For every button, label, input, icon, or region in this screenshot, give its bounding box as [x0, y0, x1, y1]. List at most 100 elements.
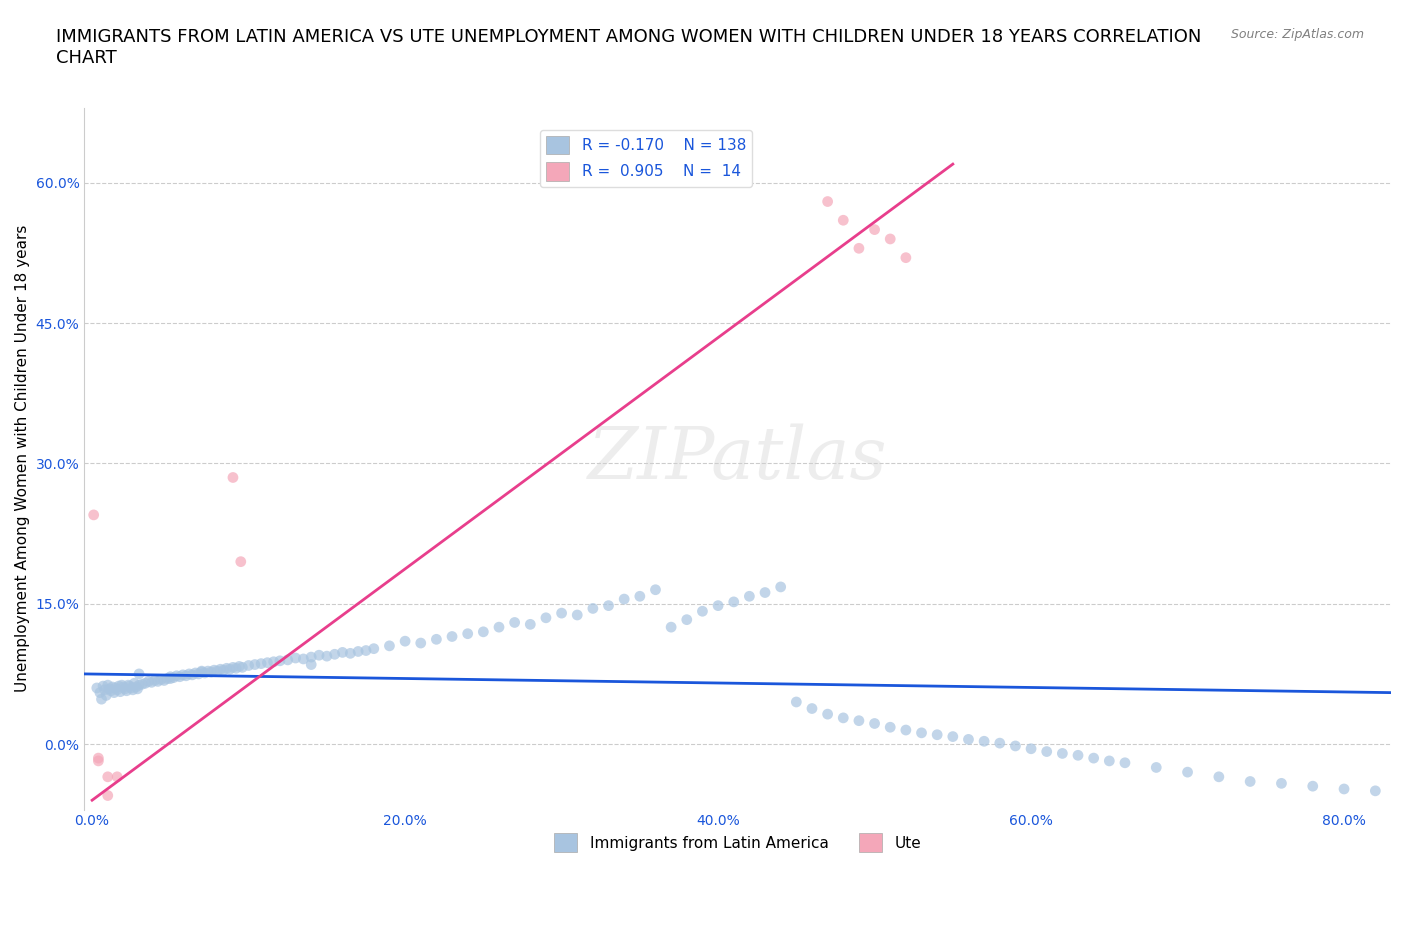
Point — [202, 663, 225, 678]
Legend: Immigrants from Latin America, Ute: Immigrants from Latin America, Ute — [548, 827, 927, 858]
Point — [190, 664, 212, 679]
Point — [97, 769, 120, 784]
Point — [354, 643, 377, 658]
Point — [503, 615, 526, 630]
Point — [1239, 774, 1261, 789]
Point — [218, 662, 240, 677]
Point — [107, 679, 129, 694]
Point — [125, 680, 148, 695]
Point — [472, 624, 495, 639]
Point — [277, 653, 299, 668]
Point — [162, 671, 184, 685]
Point — [131, 677, 153, 692]
Point — [879, 720, 901, 735]
Point — [190, 665, 212, 680]
Point — [457, 626, 479, 641]
Point — [141, 675, 163, 690]
Point — [1004, 738, 1026, 753]
Point — [378, 638, 401, 653]
Point — [1302, 778, 1324, 793]
Point — [181, 668, 204, 683]
Point — [299, 650, 322, 665]
Point — [879, 232, 901, 246]
Point — [973, 734, 995, 749]
Text: ZIPatlas: ZIPatlas — [588, 423, 887, 494]
Point — [957, 732, 980, 747]
Y-axis label: Unemployment Among Women with Children Under 18 years: Unemployment Among Women with Children U… — [15, 225, 30, 693]
Point — [801, 701, 824, 716]
Point — [613, 591, 636, 606]
Point — [87, 751, 110, 765]
Point — [83, 508, 105, 523]
Point — [628, 589, 651, 604]
Point — [534, 610, 557, 625]
Point — [1364, 783, 1386, 798]
Point — [1083, 751, 1105, 765]
Point — [707, 598, 730, 613]
Point — [111, 678, 134, 693]
Point — [942, 729, 965, 744]
Point — [229, 554, 252, 569]
Point — [174, 669, 197, 684]
Point — [110, 684, 132, 699]
Point — [754, 585, 776, 600]
Point — [519, 617, 541, 631]
Point — [299, 658, 322, 672]
Point — [1144, 760, 1167, 775]
Point — [156, 671, 179, 686]
Point — [1035, 744, 1057, 759]
Point — [105, 769, 128, 784]
Point — [101, 680, 124, 695]
Point — [138, 674, 160, 689]
Point — [97, 788, 120, 803]
Point — [243, 658, 266, 672]
Point — [105, 683, 128, 698]
Point — [263, 655, 285, 670]
Point — [644, 582, 666, 597]
Point — [785, 695, 807, 710]
Point — [179, 667, 201, 682]
Point — [269, 654, 291, 669]
Point — [90, 692, 112, 707]
Point — [582, 601, 605, 616]
Point — [97, 678, 120, 693]
Point — [96, 688, 118, 703]
Text: IMMIGRANTS FROM LATIN AMERICA VS UTE UNEMPLOYMENT AMONG WOMEN WITH CHILDREN UNDE: IMMIGRANTS FROM LATIN AMERICA VS UTE UNE… — [56, 28, 1202, 67]
Point — [738, 589, 761, 604]
Point — [347, 644, 370, 659]
Point — [225, 661, 247, 676]
Point — [172, 668, 194, 683]
Point — [339, 646, 361, 661]
Point — [117, 678, 139, 693]
Point — [863, 222, 886, 237]
Point — [332, 645, 354, 660]
Point — [93, 683, 115, 698]
Point — [832, 213, 855, 228]
Point — [169, 670, 191, 684]
Point — [863, 716, 886, 731]
Point — [212, 663, 235, 678]
Point — [1052, 746, 1074, 761]
Point — [124, 676, 146, 691]
Point — [363, 641, 385, 656]
Text: Source: ZipAtlas.com: Source: ZipAtlas.com — [1230, 28, 1364, 41]
Point — [284, 651, 307, 666]
Point — [134, 676, 156, 691]
Point — [112, 680, 135, 695]
Point — [127, 682, 149, 697]
Point — [256, 656, 278, 671]
Point — [114, 682, 136, 697]
Point — [200, 665, 222, 680]
Point — [215, 661, 238, 676]
Point — [988, 736, 1011, 751]
Point — [1114, 755, 1136, 770]
Point — [675, 612, 697, 627]
Point — [91, 679, 114, 694]
Point — [104, 681, 127, 696]
Point — [250, 657, 273, 671]
Point — [894, 250, 917, 265]
Point — [910, 725, 932, 740]
Point — [120, 681, 142, 696]
Point — [118, 679, 141, 694]
Point — [1270, 776, 1292, 790]
